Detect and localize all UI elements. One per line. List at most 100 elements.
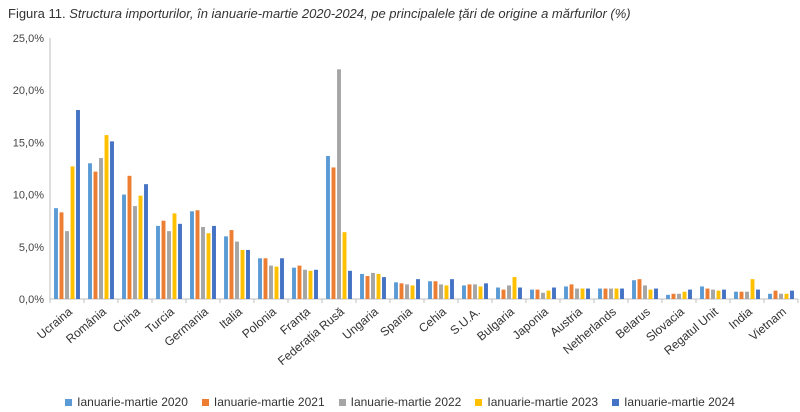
bar bbox=[399, 283, 404, 299]
bar bbox=[297, 265, 302, 299]
bar bbox=[512, 277, 517, 299]
bar bbox=[212, 225, 216, 299]
category-label: Italia bbox=[217, 304, 246, 331]
bar bbox=[688, 289, 692, 299]
y-tick-label: 0,0% bbox=[19, 294, 44, 306]
bar bbox=[773, 290, 778, 299]
bar bbox=[734, 291, 738, 299]
bar bbox=[768, 293, 772, 299]
bar bbox=[716, 290, 721, 299]
bar bbox=[195, 210, 200, 299]
category-label: Bulgaria bbox=[474, 304, 517, 343]
bar bbox=[206, 233, 211, 299]
bar bbox=[161, 220, 166, 299]
axis-layer: 0,0% 5,0% 10,0% 15,0% 20,0% 25,0% bbox=[13, 33, 799, 306]
bar bbox=[229, 230, 234, 299]
category-label: Cehia bbox=[416, 304, 449, 335]
bar bbox=[240, 249, 245, 299]
bar bbox=[410, 285, 415, 299]
bar bbox=[167, 231, 171, 299]
bar bbox=[501, 289, 506, 299]
bar bbox=[478, 286, 483, 299]
bar bbox=[348, 270, 352, 299]
bar bbox=[552, 287, 556, 299]
legend-label: Ianuarie-martie 2021 bbox=[213, 395, 325, 409]
bar bbox=[138, 195, 143, 299]
legend-label: Ianuarie-martie 2024 bbox=[624, 395, 735, 409]
legend-label: Ianuarie-martie 2022 bbox=[350, 395, 462, 409]
chart-title-prefix: Figura 11. bbox=[8, 6, 66, 21]
bar bbox=[144, 184, 148, 299]
bar bbox=[263, 258, 268, 299]
bar bbox=[156, 225, 160, 299]
bar bbox=[790, 290, 794, 299]
bar bbox=[342, 232, 347, 299]
bar bbox=[269, 265, 273, 299]
bar bbox=[473, 284, 477, 299]
bar bbox=[122, 194, 126, 299]
bar bbox=[201, 226, 205, 299]
bar bbox=[88, 163, 92, 299]
bar-chart: 0,0% 5,0% 10,0% 15,0% 20,0% 25,0% UcrainaRomâ… bbox=[13, 33, 799, 368]
bar bbox=[280, 258, 284, 299]
bar bbox=[382, 277, 386, 299]
legend-swatch bbox=[201, 398, 209, 406]
bar bbox=[745, 291, 749, 299]
bar bbox=[59, 212, 64, 299]
bar bbox=[643, 285, 647, 299]
bar bbox=[620, 288, 624, 299]
bar bbox=[530, 289, 534, 299]
bar bbox=[405, 284, 409, 299]
bar bbox=[648, 289, 653, 299]
category-label: Vietnam bbox=[746, 305, 789, 344]
bar bbox=[371, 272, 375, 299]
bar bbox=[756, 289, 760, 299]
bar bbox=[428, 281, 432, 299]
bar bbox=[541, 292, 545, 299]
chart-legend: Ianuarie-martie 2020 Ianuarie-martie 2021… bbox=[0, 395, 800, 409]
bar bbox=[172, 213, 177, 299]
bar bbox=[292, 267, 296, 299]
bar bbox=[326, 155, 330, 299]
bar bbox=[580, 288, 585, 299]
bar bbox=[614, 288, 619, 299]
y-tick-label: 25,0% bbox=[13, 33, 44, 45]
legend-swatch bbox=[338, 398, 346, 406]
bar bbox=[564, 286, 568, 299]
bar bbox=[750, 279, 755, 299]
bar bbox=[235, 241, 239, 299]
bar bbox=[632, 280, 636, 299]
bar bbox=[127, 175, 132, 299]
bar bbox=[609, 288, 613, 299]
bar bbox=[314, 269, 318, 299]
legend-item: Ianuarie-martie 2021 bbox=[201, 395, 325, 409]
bar bbox=[70, 166, 75, 299]
bar bbox=[677, 293, 681, 299]
category-label: Ungaria bbox=[340, 304, 381, 342]
bar bbox=[394, 282, 398, 299]
bar bbox=[700, 286, 704, 299]
bar bbox=[104, 135, 109, 299]
bar bbox=[467, 284, 472, 299]
bar bbox=[433, 281, 438, 299]
bar bbox=[779, 293, 783, 299]
bar bbox=[462, 285, 466, 299]
legend-item: Ianuarie-martie 2022 bbox=[338, 395, 462, 409]
legend-item: Ianuarie-martie 2023 bbox=[475, 395, 598, 409]
bar bbox=[308, 270, 313, 299]
bar bbox=[444, 285, 449, 299]
y-tick-label: 10,0% bbox=[13, 190, 44, 202]
bar bbox=[546, 290, 551, 299]
y-tick-label: 5,0% bbox=[19, 242, 44, 254]
bar bbox=[190, 211, 194, 299]
legend-swatch bbox=[612, 398, 620, 406]
bar bbox=[274, 266, 279, 299]
bar bbox=[598, 288, 602, 299]
bar bbox=[711, 289, 715, 299]
bar bbox=[518, 287, 522, 299]
bar bbox=[246, 249, 250, 299]
category-label: Spania bbox=[377, 304, 415, 339]
bar bbox=[76, 110, 80, 299]
bar bbox=[439, 284, 443, 299]
